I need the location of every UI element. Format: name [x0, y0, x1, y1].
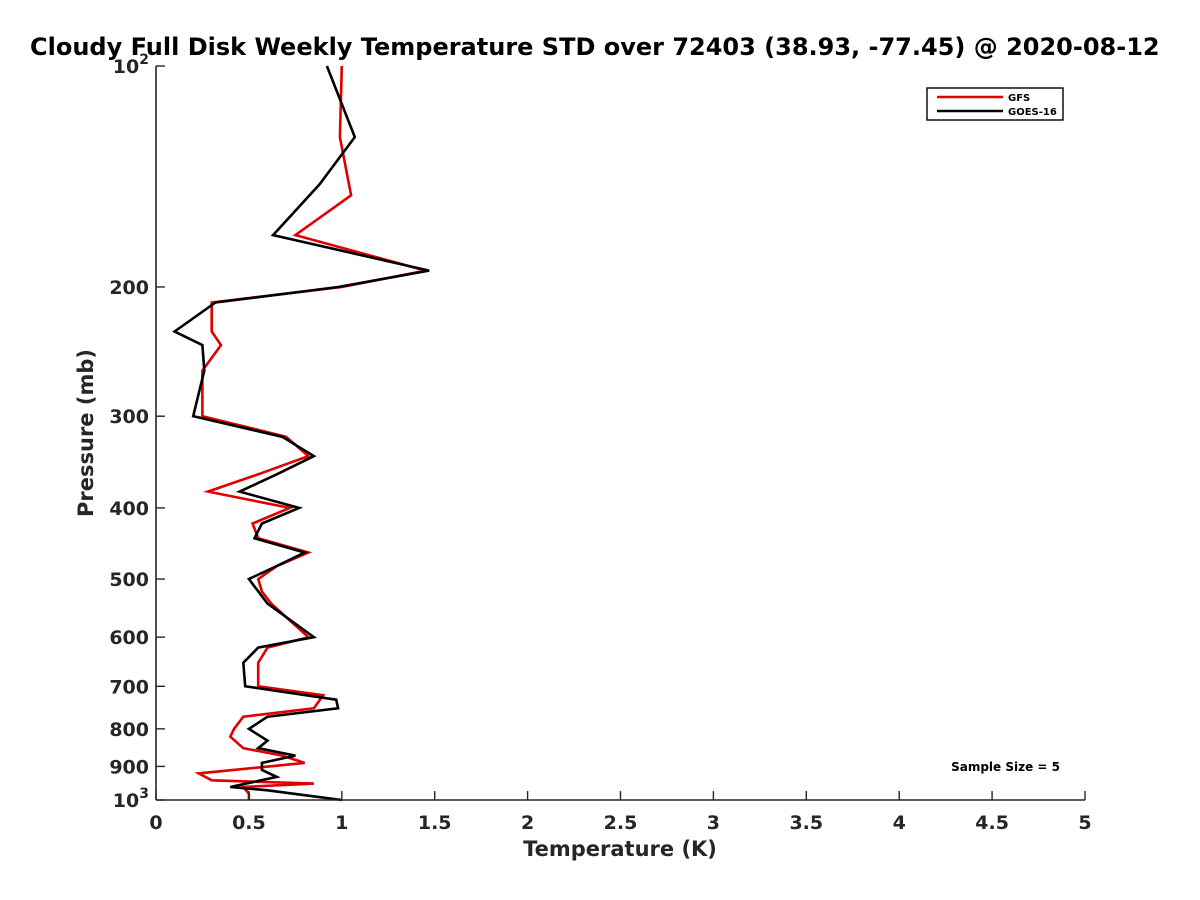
x-tick-label: 3 [707, 812, 720, 834]
x-tick-label: 2.5 [604, 812, 638, 834]
series-layer [172, 65, 430, 802]
legend-box [926, 87, 1064, 121]
x-tick-label: 1 [335, 812, 348, 834]
y-tick-label: 400 [109, 498, 149, 520]
y-tick-label: 800 [109, 719, 149, 741]
x-tick-label: 4 [893, 812, 906, 834]
x-tick-label: 5 [1078, 812, 1091, 834]
y-tick-label: 300 [109, 406, 149, 428]
legend-label-goes-16: GOES-16 [1008, 107, 1057, 118]
y-tick-label: 103 [113, 786, 149, 812]
legend-label-gfs: GFS [1008, 93, 1030, 104]
legend: GFS GOES-16 [926, 87, 1064, 121]
series-line-goes-16 [172, 65, 430, 802]
x-tick-label: 0 [149, 812, 162, 834]
y-axis-label: Pressure (mb) [74, 349, 98, 517]
x-tick-label: 1.5 [418, 812, 452, 834]
x-axis-label: Temperature (K) [523, 837, 717, 861]
y-tick-label: 900 [109, 756, 149, 778]
plot-area [156, 66, 1085, 800]
x-tick-label: 4.5 [975, 812, 1009, 834]
x-tick-label: 3.5 [789, 812, 823, 834]
x-tick-label: 0.5 [232, 812, 266, 834]
x-tick-label: 2 [521, 812, 534, 834]
y-tick-label: 600 [109, 627, 149, 649]
axes-layer: 0 0.5 1 1.5 2 2.5 3 3.5 4 4.5 5 102 200 300 400 500 600 7… [109, 52, 1091, 834]
sample-size-annotation: Sample Size = 5 [951, 760, 1060, 774]
y-tick-label: 102 [113, 52, 149, 78]
chart-title: Cloudy Full Disk Weekly Temperature STD … [30, 33, 1160, 61]
y-tick-label: 200 [109, 277, 149, 299]
y-tick-label: 700 [109, 676, 149, 698]
plot-background [156, 66, 1085, 800]
y-tick-label: 500 [109, 569, 149, 591]
series-goes-16 [172, 65, 430, 802]
